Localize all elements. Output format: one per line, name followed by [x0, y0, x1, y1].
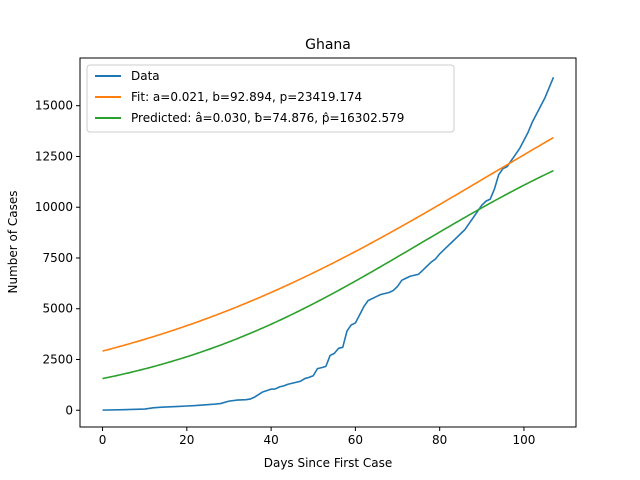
x-tick-label: 20 [179, 433, 194, 447]
x-tick-label: 40 [263, 433, 278, 447]
series-line-data [102, 76, 555, 411]
legend-frame [86, 64, 455, 133]
plot-area [102, 76, 555, 411]
legend-label-predicted: Predicted: â=0.030, ƀ=74.876, p̂=16302.5… [131, 111, 404, 125]
x-tick-label: 100 [513, 433, 536, 447]
y-tick-label: 15000 [35, 99, 73, 113]
legend-label-fit: Fit: a=0.021, b=92.894, p=23419.174 [131, 90, 362, 104]
axes-frame [79, 57, 577, 428]
series-line-fit [102, 136, 554, 352]
legend: Data Fit: a=0.021, b=92.894, p=23419.174… [86, 64, 455, 133]
legend-label-data: Data [131, 69, 160, 83]
chart-title: Ghana [305, 37, 351, 53]
y-tick-label: 5000 [42, 302, 73, 316]
series-line-predicted [102, 169, 554, 380]
x-tick-label: 80 [432, 433, 447, 447]
y-tick-label: 0 [65, 403, 73, 417]
y-tick-label: 2500 [42, 352, 73, 366]
y-axis: 0 2500 5000 7500 10000 12500 15000 [35, 99, 80, 417]
y-tick-label: 10000 [35, 200, 73, 214]
x-axis-label: Days Since First Case [264, 456, 393, 470]
y-axis-label: Number of Cases [6, 190, 20, 293]
y-tick-label: 7500 [42, 251, 73, 265]
x-tick-label: 60 [348, 433, 363, 447]
x-axis: 0 20 40 60 80 100 [99, 427, 536, 447]
x-tick-label: 0 [99, 433, 107, 447]
y-tick-label: 12500 [35, 149, 73, 163]
